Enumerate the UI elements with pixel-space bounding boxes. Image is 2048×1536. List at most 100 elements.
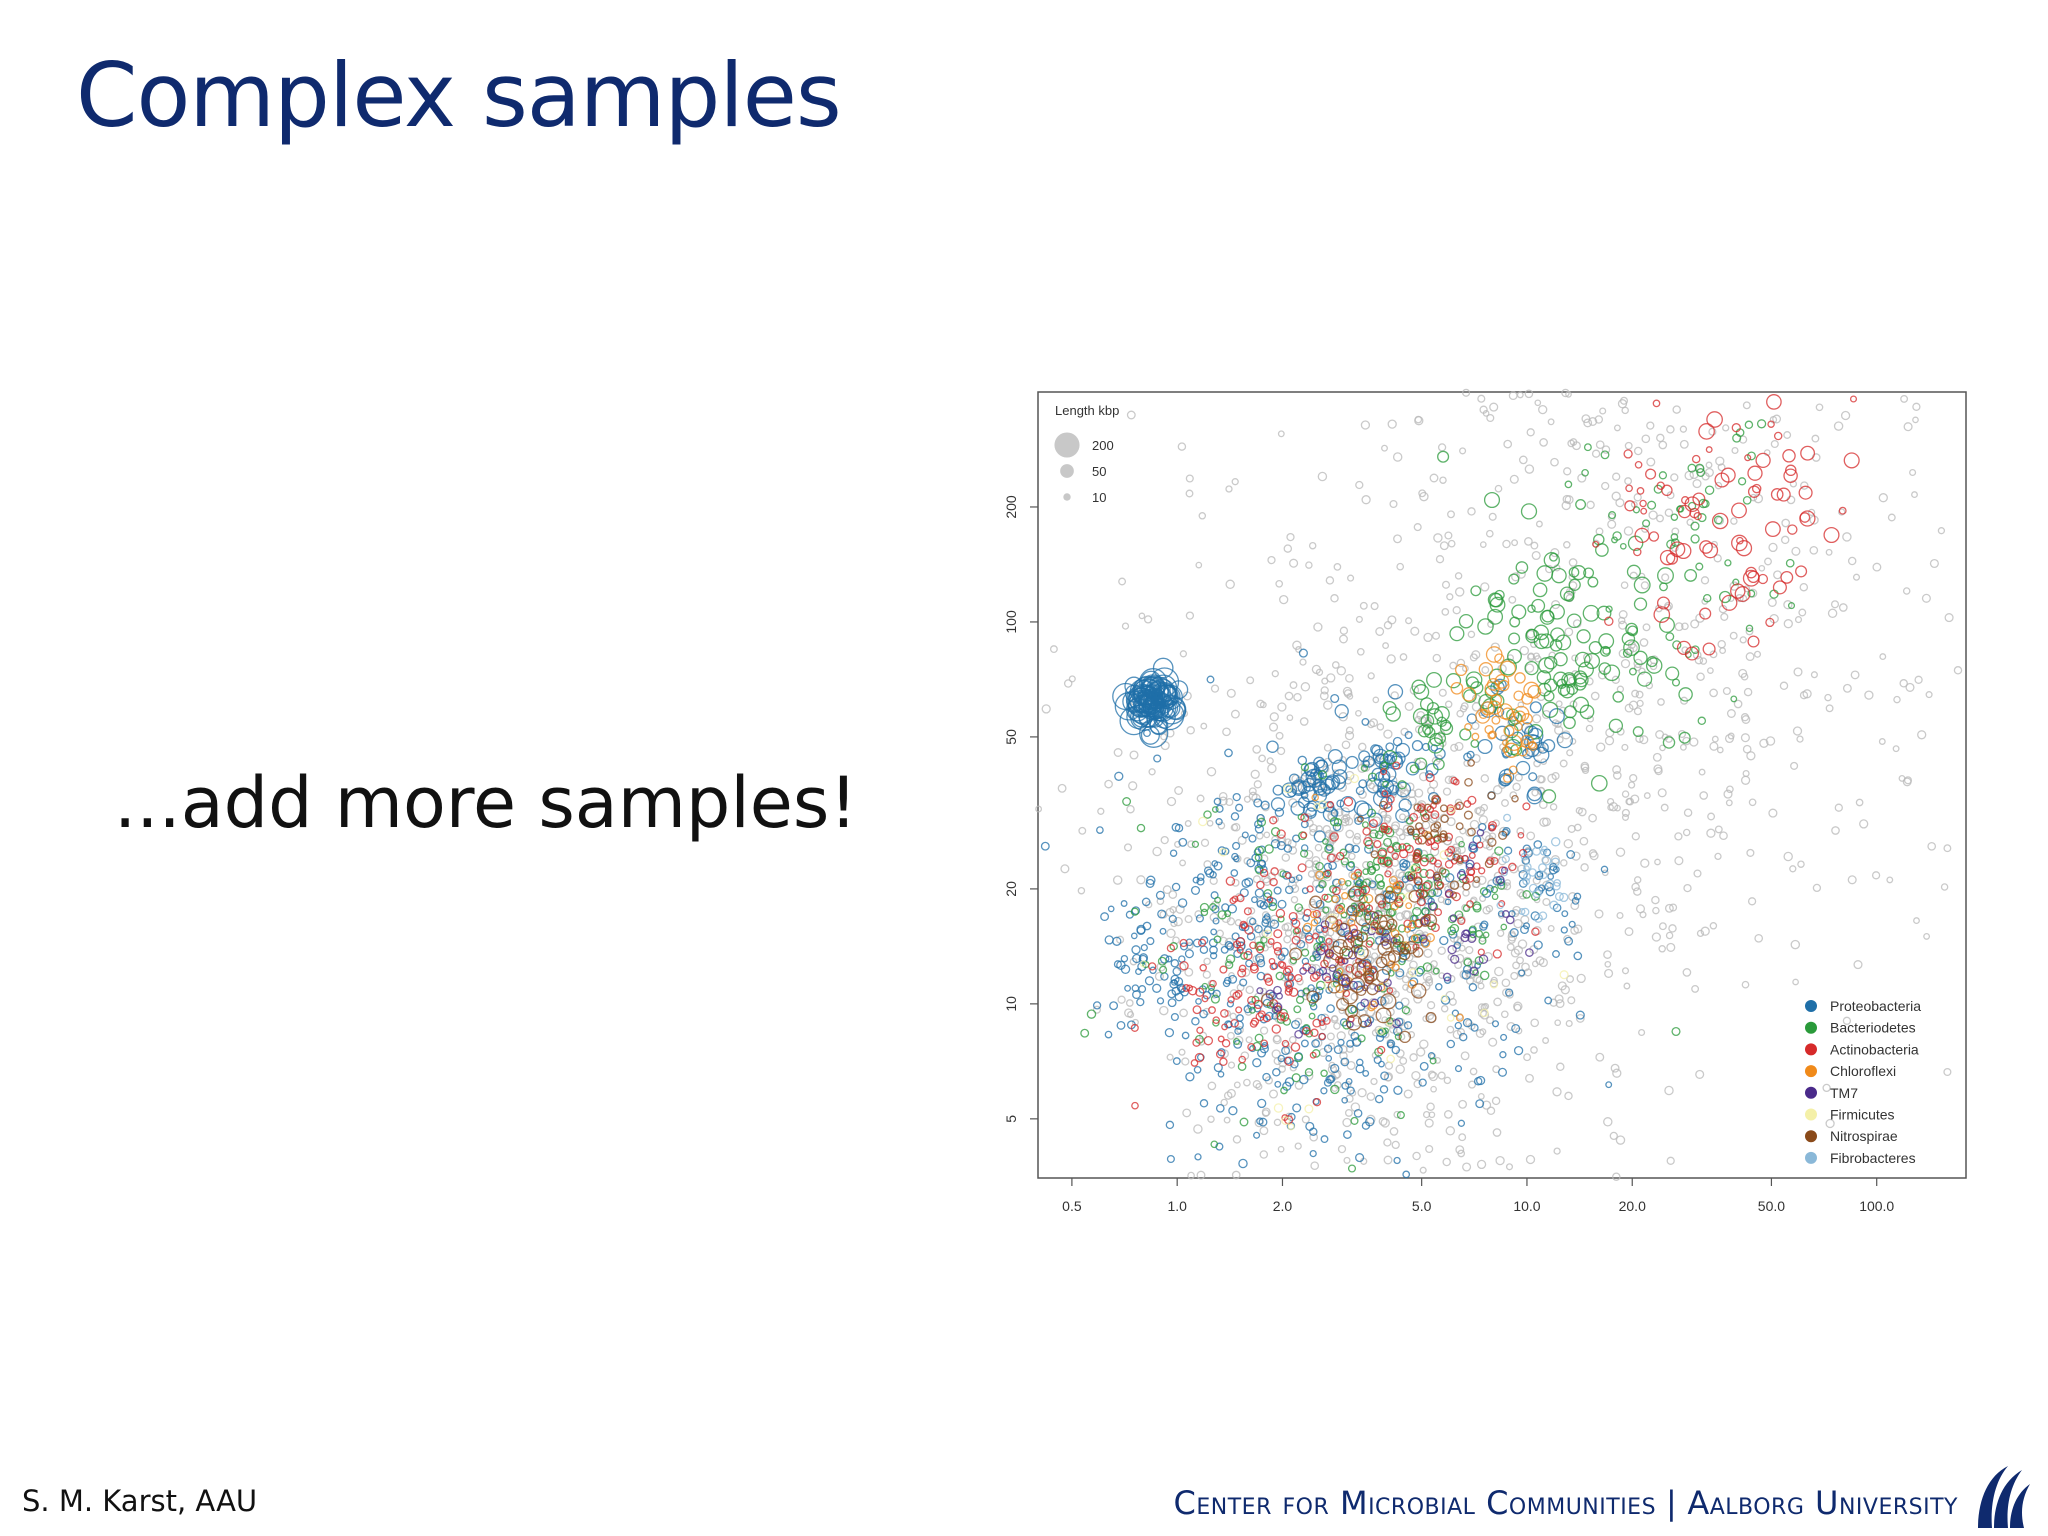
- chloroflexi-point: [1455, 1013, 1464, 1022]
- background-point: [1646, 421, 1655, 430]
- background-point: [1554, 720, 1562, 729]
- background-point: [1200, 722, 1208, 730]
- background-point: [1657, 698, 1665, 706]
- bacteriodetes-point: [1470, 739, 1480, 748]
- background-point: [1495, 1155, 1505, 1166]
- background-point: [1899, 679, 1908, 688]
- background-point: [1486, 1016, 1494, 1025]
- actinobacteria-point: [1321, 893, 1329, 901]
- chloroflexi-point: [1505, 734, 1523, 752]
- firmicutes-point: [1440, 994, 1449, 1003]
- background-point: [1344, 816, 1354, 826]
- bacteriodetes-point: [1522, 890, 1532, 899]
- proteobacteria-point: [1474, 962, 1481, 969]
- bacteriodetes-point: [1159, 965, 1168, 974]
- background-point: [1225, 797, 1234, 807]
- actinobacteria-point: [1368, 819, 1378, 829]
- nitrospirae-point: [1439, 804, 1448, 813]
- background-point: [1707, 667, 1714, 674]
- background-point: [1462, 889, 1470, 897]
- proteobacteria-point: [1345, 755, 1359, 769]
- tm7-point: [1320, 920, 1330, 929]
- chloroflexi-point: [1403, 925, 1412, 933]
- proteobacteria-point: [1552, 950, 1560, 958]
- bacteriodetes-point: [1479, 887, 1489, 896]
- background-point: [1488, 832, 1497, 840]
- chloroflexi-point: [1521, 693, 1533, 705]
- background-point: [1692, 650, 1702, 660]
- bacteriodetes-point: [1318, 879, 1327, 889]
- background-point: [1640, 858, 1650, 868]
- background-point: [1255, 1082, 1263, 1091]
- actinobacteria-point: [1166, 944, 1176, 953]
- background-point: [1305, 819, 1314, 828]
- proteobacteria-point: [1313, 830, 1326, 843]
- background-point: [1937, 527, 1946, 535]
- background-point: [1300, 682, 1311, 692]
- background-point: [1624, 927, 1634, 937]
- background-point: [1437, 896, 1445, 904]
- actinobacteria-point: [1326, 801, 1334, 809]
- actinobacteria-point: [1800, 445, 1816, 461]
- background-point: [1672, 405, 1681, 414]
- background-point: [1154, 971, 1164, 981]
- background-point: [1565, 1019, 1573, 1028]
- background-point: [1411, 1070, 1421, 1081]
- actinobacteria-point: [1381, 790, 1389, 798]
- background-point: [1601, 869, 1609, 877]
- bacteriodetes-point: [1583, 567, 1595, 579]
- bacteriodetes-point: [1232, 1037, 1241, 1046]
- background-point: [1564, 1091, 1573, 1101]
- actinobacteria-point: [1444, 848, 1454, 857]
- background-point: [1335, 808, 1344, 817]
- background-point: [1643, 792, 1651, 800]
- proteobacteria-point: [1268, 991, 1277, 1000]
- nitrospirae-point: [1375, 1007, 1392, 1024]
- actinobacteria-point: [1186, 984, 1194, 992]
- actinobacteria-point: [1179, 961, 1189, 971]
- background-point: [1173, 916, 1183, 927]
- legend-marker: [1805, 1021, 1817, 1034]
- actinobacteria-point: [1215, 1049, 1225, 1059]
- background-point: [1492, 785, 1503, 795]
- proteobacteria-point: [1120, 954, 1129, 963]
- proteobacteria-point: [1154, 684, 1179, 709]
- background-point: [1304, 859, 1314, 869]
- background-point: [1893, 695, 1901, 704]
- background-point: [1620, 658, 1631, 669]
- background-point: [1279, 594, 1289, 605]
- background-point: [1745, 627, 1754, 636]
- background-point: [1601, 445, 1611, 454]
- proteobacteria-point: [1164, 1027, 1175, 1038]
- bacteriodetes-point: [1437, 450, 1450, 463]
- background-point: [1283, 922, 1293, 932]
- background-point: [1444, 700, 1453, 709]
- plot-frame: [1037, 391, 1967, 1179]
- bacteriodetes-point: [1555, 634, 1572, 651]
- background-point: [1308, 541, 1317, 550]
- nitrospirae-point: [1336, 997, 1350, 1011]
- bacteriodetes-point: [1621, 632, 1636, 646]
- background-point: [1462, 388, 1471, 397]
- tm7-point: [1294, 1029, 1303, 1039]
- background-point: [1370, 1077, 1378, 1086]
- proteobacteria-point: [1497, 910, 1505, 918]
- bacteriodetes-point: [1747, 589, 1756, 598]
- background-point: [1402, 984, 1409, 991]
- background-point: [1342, 1117, 1352, 1128]
- background-point: [1129, 957, 1138, 966]
- chloroflexi-point: [1410, 934, 1419, 943]
- background-point: [1230, 709, 1240, 719]
- background-point: [1187, 1171, 1195, 1180]
- background-point: [1262, 877, 1272, 886]
- bacteriodetes-point: [1678, 731, 1691, 744]
- background-point: [1475, 1029, 1485, 1038]
- proteobacteria-point: [1404, 731, 1413, 740]
- bacteriodetes-point: [1713, 515, 1723, 525]
- actinobacteria-point: [1395, 880, 1404, 890]
- background-point: [1357, 763, 1367, 773]
- aau-wave-logo-icon: [1978, 1466, 2030, 1528]
- background-point: [1624, 477, 1633, 486]
- actinobacteria-point: [1414, 866, 1422, 874]
- background-point: [1503, 439, 1513, 449]
